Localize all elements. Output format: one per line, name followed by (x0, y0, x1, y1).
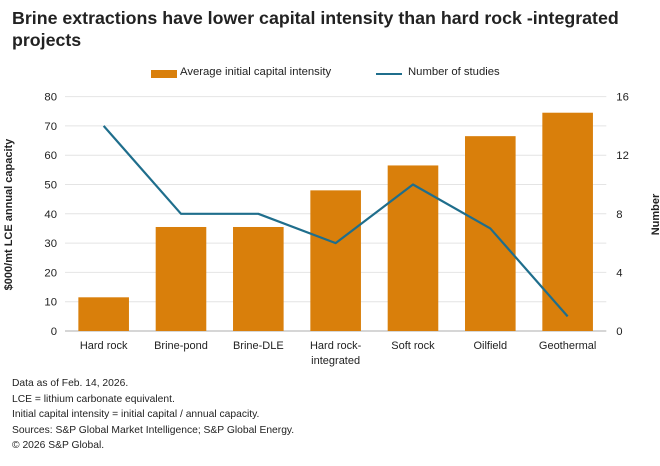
svg-text:Hard rock-: Hard rock- (310, 340, 362, 352)
svg-text:0: 0 (616, 326, 622, 338)
svg-text:Brine-DLE: Brine-DLE (233, 340, 284, 352)
svg-text:Hard rock: Hard rock (80, 340, 128, 352)
svg-text:Geothermal: Geothermal (539, 340, 596, 352)
svg-text:70: 70 (44, 121, 57, 133)
svg-text:4: 4 (616, 267, 622, 279)
svg-text:integrated: integrated (311, 355, 360, 367)
svg-text:30: 30 (44, 238, 57, 250)
svg-text:Soft rock: Soft rock (391, 340, 435, 352)
svg-text:80: 80 (44, 92, 57, 104)
svg-text:60: 60 (44, 150, 57, 162)
svg-text:Brine-pond: Brine-pond (154, 340, 208, 352)
svg-text:0: 0 (51, 326, 57, 338)
svg-text:Oilfield: Oilfield (473, 340, 507, 352)
svg-text:16: 16 (616, 92, 629, 104)
svg-text:12: 12 (616, 150, 629, 162)
svg-text:40: 40 (44, 209, 57, 221)
svg-text:20: 20 (44, 267, 57, 279)
svg-text:10: 10 (44, 297, 57, 309)
svg-text:8: 8 (616, 209, 622, 221)
svg-text:50: 50 (44, 180, 57, 192)
